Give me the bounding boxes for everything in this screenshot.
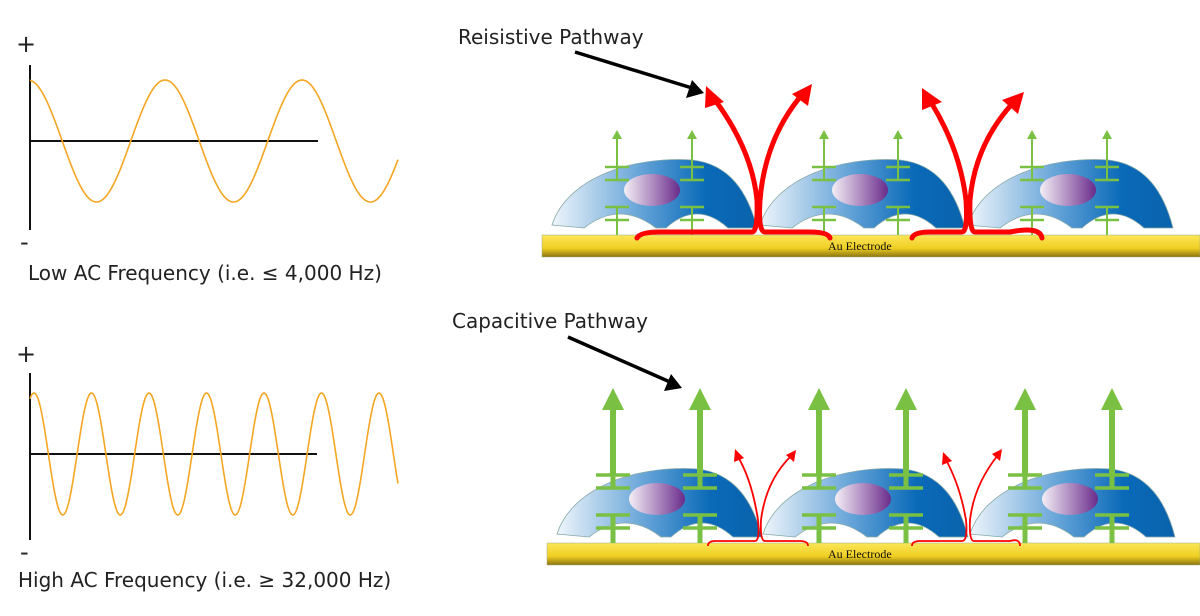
capacitor-arrow (1008, 388, 1042, 543)
gold-electrode (546, 542, 1200, 566)
pointer-arrowhead (664, 374, 682, 391)
capacitor-arrow (802, 388, 836, 543)
resistive-current-paths (634, 94, 1045, 241)
arrowhead (734, 449, 744, 462)
low-frequency-wave-plot: + - Low AC Frequency (i.e. ≤ 4,000 Hz) (16, 30, 399, 285)
capacitor-arrow (680, 130, 704, 235)
capacitor-arrow (886, 130, 910, 235)
small-capacitive-arrows (605, 130, 1119, 235)
arrowhead (992, 449, 1002, 461)
capacitive-pathway-label: Capacitive Pathway (452, 309, 648, 333)
capacitor-arrow (1095, 388, 1129, 543)
arrowhead (786, 450, 796, 462)
gold-electrode (541, 234, 1200, 258)
capacitive-pathway-illustration: Capacitive Pathway Au Electrode (452, 309, 1200, 566)
cell (762, 468, 969, 538)
large-capacitive-arrows (596, 388, 1129, 543)
cell (969, 468, 1176, 538)
current-arrowheads (734, 449, 1002, 465)
arrowhead (705, 86, 724, 108)
high-frequency-sine-wave (29, 392, 399, 516)
plus-sign: + (16, 30, 36, 58)
resistive-pathway-illustration: Reisistive Pathway Au Electrode (458, 25, 1200, 258)
arrowhead (1002, 92, 1024, 114)
low-frequency-sine-wave (29, 79, 399, 203)
pointer-arrow (574, 50, 693, 90)
current-path (909, 101, 969, 241)
pointer-arrowhead (686, 80, 704, 98)
current-path (967, 101, 1045, 241)
resistive-pathway-label: Reisistive Pathway (458, 25, 644, 49)
pointer-arrow (567, 335, 671, 384)
plus-sign: + (16, 340, 36, 368)
arrowhead (922, 88, 942, 110)
capacitor-arrow (596, 388, 630, 543)
current-path (634, 97, 760, 241)
current-arrowheads (705, 84, 1024, 114)
cell (967, 159, 1174, 229)
capacitive-current-paths (707, 454, 1021, 547)
low-frequency-caption: Low AC Frequency (i.e. ≤ 4,000 Hz) (28, 261, 382, 285)
arrowhead (942, 452, 952, 465)
cell (759, 159, 966, 229)
capacitor-arrow (889, 388, 923, 543)
current-path (759, 454, 809, 547)
current-path (757, 94, 833, 241)
high-frequency-wave-plot: + - High AC Frequency (i.e. ≥ 32,000 Hz) (16, 340, 399, 592)
electrode-label: Au Electrode (828, 239, 892, 253)
current-path (968, 454, 1021, 547)
arrowhead (792, 84, 812, 106)
capacitor-arrow (605, 130, 629, 235)
minus-sign: - (20, 228, 29, 256)
electrode-label: Au Electrode (828, 547, 892, 561)
current-path (911, 457, 968, 547)
capacitor-arrow (683, 388, 717, 543)
cell (556, 468, 763, 538)
cell (551, 159, 758, 229)
minus-sign: - (20, 538, 29, 566)
high-frequency-caption: High AC Frequency (i.e. ≥ 32,000 Hz) (18, 568, 391, 592)
current-path (707, 454, 760, 547)
capacitor-arrow (812, 130, 836, 235)
capacitor-arrow (1095, 130, 1119, 235)
